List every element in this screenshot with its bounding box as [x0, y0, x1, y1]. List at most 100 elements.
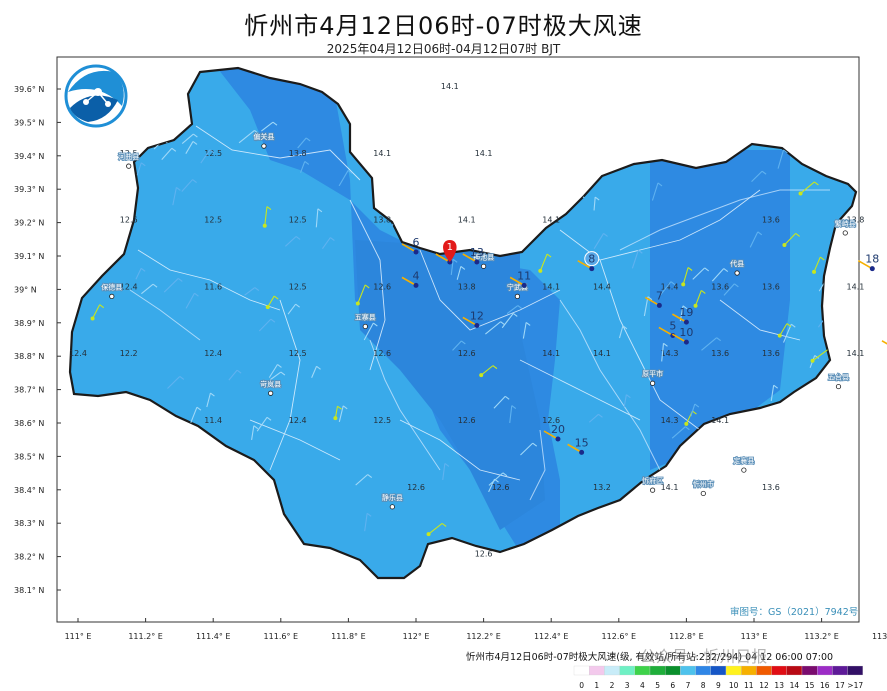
station-dot	[684, 421, 689, 426]
wind-barb-flag	[460, 265, 466, 270]
legend-swatch	[680, 665, 696, 676]
county-seat-dot	[649, 487, 656, 493]
wind-barb-flag	[517, 305, 523, 310]
wind-barb-shaft	[800, 181, 815, 194]
station-rank: 4	[413, 269, 420, 282]
legend-label: 2	[610, 681, 615, 690]
grid-value: 12.6	[373, 349, 391, 358]
wind-barb-shaft	[268, 364, 278, 378]
legend-swatch	[771, 665, 787, 676]
station-layer: 1136481112719510201518231491617	[401, 236, 887, 455]
county-seat-dot	[514, 293, 521, 299]
wind-barb-shaft	[661, 343, 665, 362]
ranked-station[interactable]: 18	[857, 253, 879, 272]
wind-barb-shaft	[364, 513, 368, 532]
wind-barb-flag	[492, 365, 498, 370]
wind-barb-shaft	[480, 365, 494, 376]
wind-barb-flag	[273, 295, 279, 300]
wind-barb-flag	[694, 403, 700, 408]
grid-value: 12.6	[542, 416, 560, 425]
station-barb	[509, 276, 525, 287]
ranked-station[interactable]: 15	[567, 436, 589, 455]
grid-value: 12.6	[458, 349, 476, 358]
county-label: 保德县	[101, 282, 122, 291]
grid-value: 12.6	[475, 550, 493, 559]
lat-label: 39.2° N	[14, 219, 44, 228]
wind-barb-flag	[152, 283, 158, 288]
wind-barb-flag	[236, 369, 242, 374]
ranked-station[interactable]: 6	[401, 236, 420, 255]
legend-label: 14	[790, 681, 800, 690]
wind-barb-shaft	[244, 287, 256, 296]
wind-barb-flag	[687, 267, 693, 271]
region-shading	[68, 66, 858, 580]
lon-label: 112.4° E	[534, 632, 569, 641]
grid-value: 11.6	[204, 282, 222, 291]
wind-barb-flag	[177, 277, 183, 282]
station-rank: 11	[517, 269, 531, 282]
wind-barb-shaft	[671, 426, 686, 439]
ranked-station[interactable]: 9	[881, 333, 887, 352]
wind-barb-flag	[795, 232, 801, 237]
wind-barb-shaft	[695, 290, 702, 306]
station-barb	[567, 443, 583, 454]
wind-barb-shaft	[456, 266, 462, 280]
wind-barb-shaft	[256, 416, 268, 432]
legend-label: 15	[805, 681, 815, 690]
approval-number: 审图号：GS（2021）7942号	[730, 607, 859, 618]
county-label: 静乐县	[382, 493, 403, 502]
station-dot	[333, 416, 338, 421]
wind-barb-shaft	[92, 304, 101, 319]
legend-swatch	[665, 665, 681, 676]
station-rank: 5	[669, 319, 676, 332]
rivers	[129, 189, 830, 501]
wind-barb-flag	[638, 249, 643, 254]
county-seat-dot	[700, 490, 706, 497]
wind-barb-flag	[337, 405, 342, 410]
lon-label: 111.4° E	[196, 632, 231, 641]
grid-value: 12.4	[120, 282, 138, 291]
ranked-station[interactable]: 12	[462, 309, 484, 328]
wind-barb-flag	[305, 137, 311, 142]
wind-barb-shaft	[643, 296, 649, 317]
ranked-station[interactable]: 20	[543, 423, 565, 442]
ranked-station[interactable]: 7	[644, 289, 663, 308]
station-rank: 12	[470, 309, 484, 322]
station-barb	[435, 253, 451, 263]
station-rank: 13	[470, 246, 484, 259]
legend-swatch	[847, 665, 863, 676]
station-dot	[479, 373, 484, 378]
ranked-station[interactable]: 8	[577, 251, 600, 272]
station-point	[413, 249, 419, 255]
wind-barb-shaft	[690, 403, 696, 417]
grid-value: 12.4	[204, 349, 222, 358]
wind-barb-flag	[819, 256, 825, 261]
legend-label: 1	[594, 681, 599, 690]
wind-barb-shaft	[267, 295, 275, 308]
ranked-station[interactable]: 10	[672, 326, 693, 345]
station-barb	[672, 333, 687, 343]
station-rank: 8	[588, 253, 595, 266]
wind-barb-flag	[692, 410, 697, 415]
wind-barb-shaft	[428, 522, 443, 535]
ranked-station[interactable]: 1	[435, 240, 457, 265]
wind-barb-flag	[500, 321, 505, 326]
wind-barb-flag	[532, 442, 538, 447]
station-rank: 10	[679, 326, 693, 339]
wind-barb-shaft	[682, 267, 689, 285]
station-point	[869, 266, 875, 272]
wind-barb-flag	[814, 355, 820, 359]
legend-label: 5	[655, 681, 660, 690]
ranked-station[interactable]: 11	[509, 269, 531, 288]
wind-barb-flag	[626, 394, 631, 399]
lon-label: 113° E	[741, 632, 768, 641]
ranked-station[interactable]: 4	[401, 269, 420, 288]
wind-barb-flag	[176, 186, 181, 191]
station-rank: 15	[575, 436, 589, 449]
ranked-station[interactable]: 13	[462, 246, 484, 265]
wind-barb-shaft	[334, 406, 339, 419]
ranked-station[interactable]: 19	[672, 306, 693, 325]
wind-barb-flag	[99, 304, 105, 309]
lat-label: 38.5° N	[14, 452, 44, 461]
wind-barb-flag	[663, 342, 668, 347]
